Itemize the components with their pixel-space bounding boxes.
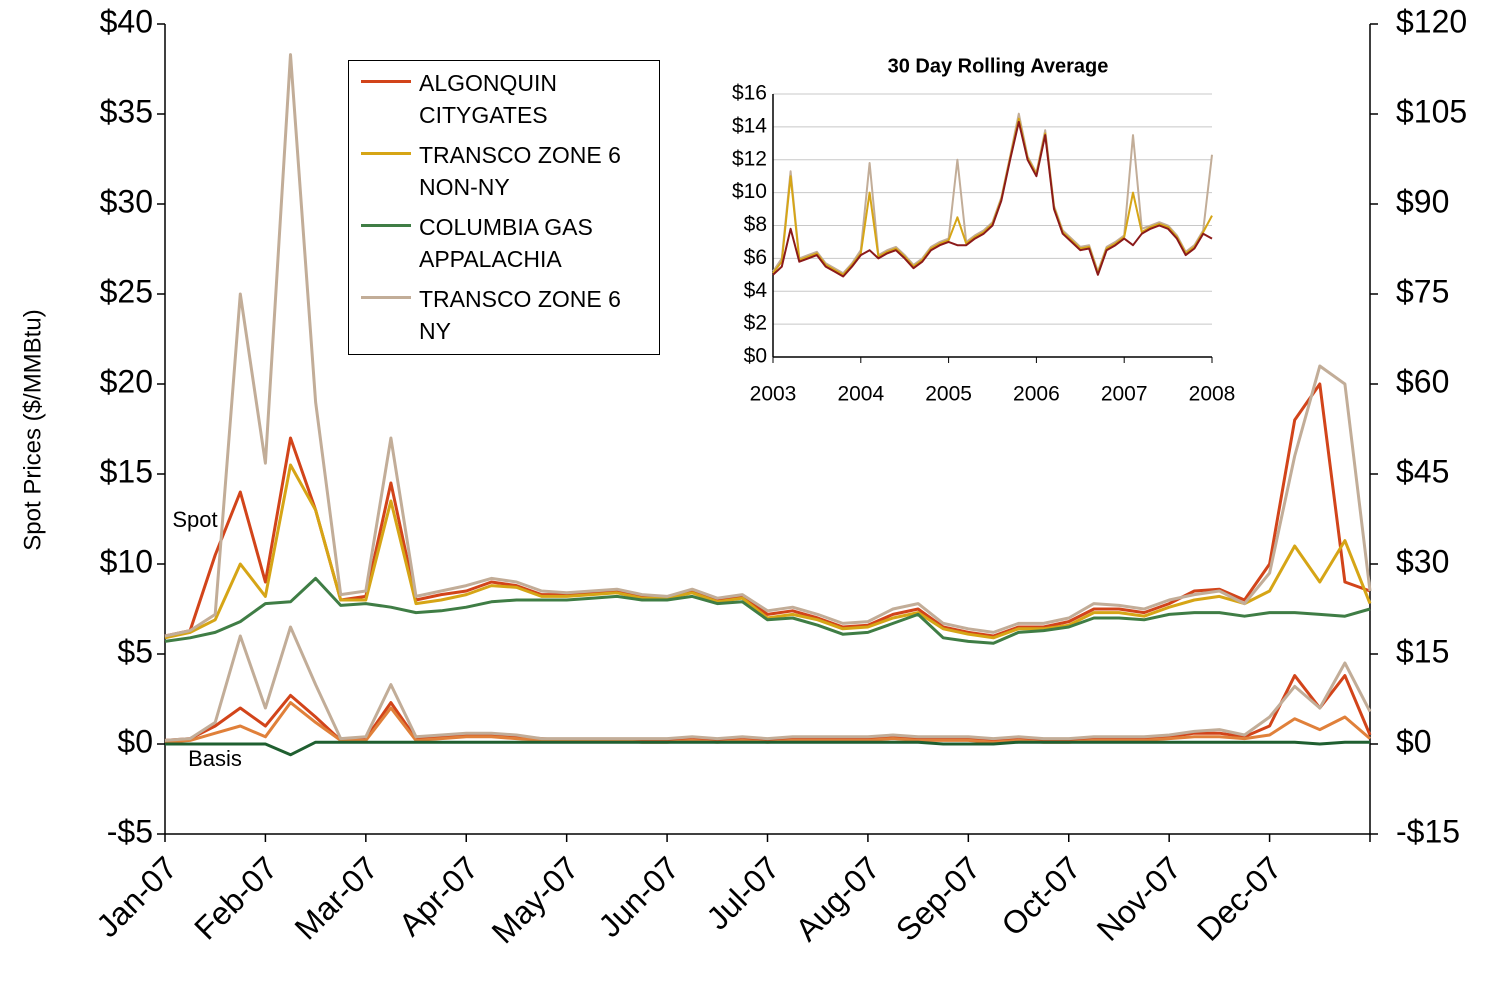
x-tick-label: Aug-07 [788, 849, 886, 947]
legend-swatch [361, 80, 411, 83]
y-tick-label: $16 [732, 82, 767, 105]
y-tick-label: $0 [117, 723, 153, 759]
legend-item: TRANSCO ZONE 6 NON-NY [361, 139, 659, 203]
legend-item: TRANSCO ZONE 6 NY [361, 283, 659, 347]
y-tick-label: $10 [100, 543, 153, 579]
y-tick-label: -$5 [107, 813, 153, 849]
y-tick-label: $2 [744, 312, 767, 335]
series-line [772, 112, 1213, 275]
annotation: Spot [172, 507, 217, 532]
y2-tick-label: -$15 [1396, 813, 1460, 849]
y-tick-label: $4 [744, 279, 768, 302]
legend-swatch [361, 152, 411, 155]
x-tick-label: 2008 [1189, 383, 1236, 406]
x-tick-label: Feb-07 [187, 849, 284, 946]
y-tick-label: $14 [732, 114, 767, 137]
y2-tick-label: $45 [1396, 453, 1449, 489]
legend-item: COLUMBIA GAS APPALACHIA [361, 211, 659, 275]
x-tick-label: Apr-07 [392, 849, 485, 942]
y-tick-label: $25 [100, 273, 153, 309]
y2-tick-label: $75 [1396, 273, 1449, 309]
x-tick-label: Mar-07 [288, 849, 385, 946]
y-tick-label: $15 [100, 453, 153, 489]
y2-tick-label: $15 [1396, 633, 1449, 669]
y-tick-label: $20 [100, 363, 153, 399]
y-axis-label: Spot Prices ($/MMBtu) [19, 309, 46, 550]
legend-label: TRANSCO ZONE 6 NON-NY [419, 142, 621, 200]
y2-tick-label: $105 [1396, 93, 1467, 129]
x-tick-label: Jul-07 [699, 849, 786, 936]
y-tick-label: $10 [732, 180, 767, 203]
y2-tick-label: $60 [1396, 363, 1449, 399]
x-tick-label: 2006 [1013, 383, 1060, 406]
x-tick-label: 2004 [837, 383, 884, 406]
inset-title: 30 Day Rolling Average [888, 55, 1109, 77]
legend-label: ALGONQUIN CITYGATES [419, 70, 558, 128]
legend-label: COLUMBIA GAS APPALACHIA [419, 214, 593, 272]
x-tick-label: 2007 [1101, 383, 1148, 406]
y-tick-label: $30 [100, 183, 153, 219]
legend-swatch [361, 296, 411, 299]
y-tick-label: $40 [100, 3, 153, 39]
series-line [165, 740, 1370, 757]
y-tick-label: $35 [100, 93, 153, 129]
legend: ALGONQUIN CITYGATES TRANSCO ZONE 6 NON-NY… [348, 60, 660, 355]
y2-tick-label: $120 [1396, 3, 1467, 39]
x-tick-label: Dec-07 [1190, 849, 1288, 947]
legend-swatch [361, 224, 411, 227]
x-tick-label: Oct-07 [994, 849, 1087, 942]
series-line [164, 53, 1372, 638]
series-line [164, 576, 1371, 645]
legend-label: TRANSCO ZONE 6 NY [419, 286, 621, 344]
annotation: Basis [188, 746, 242, 771]
series-line [164, 625, 1372, 742]
x-tick-label: Nov-07 [1090, 849, 1188, 947]
x-tick-label: 2003 [750, 383, 797, 406]
x-tick-label: Jan-07 [89, 849, 184, 944]
y2-tick-label: $90 [1396, 183, 1449, 219]
legend-item: ALGONQUIN CITYGATES [361, 67, 659, 131]
y2-tick-label: $30 [1396, 543, 1449, 579]
y-tick-label: $12 [732, 147, 767, 170]
x-tick-label: May-07 [485, 849, 586, 950]
series-line [772, 117, 1213, 276]
x-tick-label: 2005 [925, 383, 972, 406]
x-tick-label: Sep-07 [889, 849, 987, 947]
y2-tick-label: $0 [1396, 723, 1432, 759]
series-line [772, 120, 1213, 278]
series-line [164, 382, 1371, 638]
y-tick-label: $5 [117, 633, 153, 669]
series-line [164, 701, 1371, 744]
x-tick-label: Jun-07 [591, 849, 686, 944]
y-tick-label: $6 [744, 246, 767, 269]
y-tick-label: $0 [744, 345, 767, 368]
y-tick-label: $8 [744, 213, 767, 236]
